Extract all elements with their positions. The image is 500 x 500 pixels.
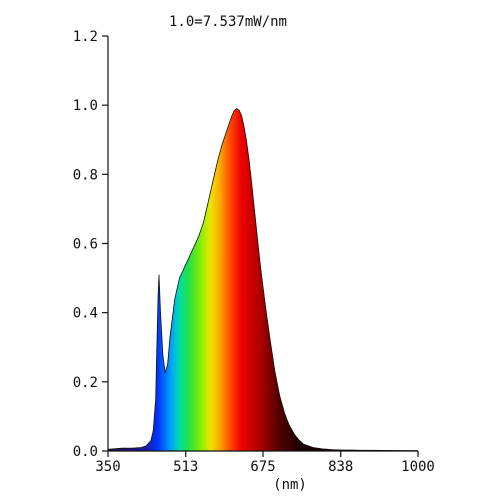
y-tick-label: 1.2 [73, 29, 98, 45]
x-tick-label: 675 [250, 459, 275, 475]
x-axis-label: (nm) [273, 477, 307, 493]
y-tick-label: 0.6 [73, 237, 98, 253]
chart-title: 1.0=7.537mW/nm [169, 14, 287, 30]
y-tick-label: 0.0 [73, 444, 98, 460]
x-tick-label: 350 [95, 459, 120, 475]
y-axis: 0.0 0.2 0.4 0.6 0.8 1.0 1.2 [73, 29, 108, 460]
y-tick-label: 1.0 [73, 98, 98, 114]
y-tick-label: 0.8 [73, 167, 98, 183]
x-axis: 350 513 675 838 1000 [95, 451, 435, 475]
plot-area [107, 108, 419, 452]
y-tick-label: 0.4 [73, 306, 98, 322]
x-tick-label: 513 [173, 459, 198, 475]
x-tick-label: 838 [328, 459, 353, 475]
spectrum-outline [107, 108, 419, 452]
x-tick-label: 1000 [401, 459, 435, 475]
spectrum-area [108, 108, 418, 451]
y-tick-label: 0.2 [73, 375, 98, 391]
